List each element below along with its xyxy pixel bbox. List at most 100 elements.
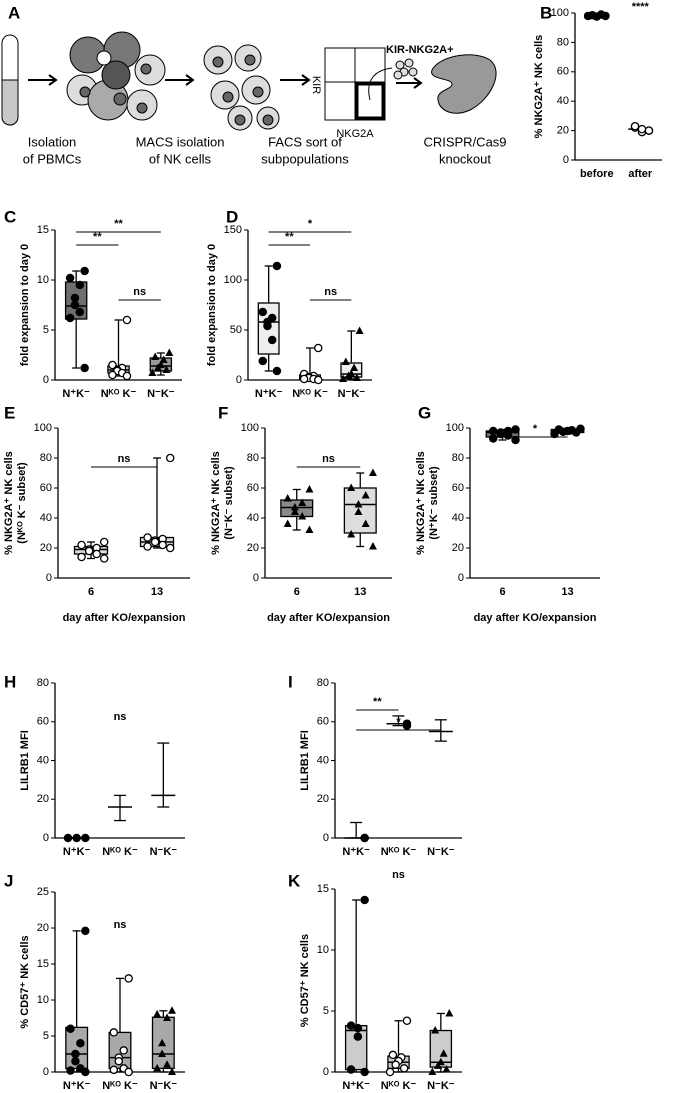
data-point bbox=[165, 348, 174, 356]
y-tick-label: 60 bbox=[40, 482, 52, 494]
significance-label: ns bbox=[133, 286, 146, 298]
y-tick-label: 20 bbox=[247, 542, 259, 554]
data-point bbox=[431, 1026, 440, 1034]
data-point bbox=[263, 321, 272, 331]
y-tick-label: 10 bbox=[37, 274, 49, 286]
data-point bbox=[442, 1065, 451, 1073]
data-point bbox=[428, 1067, 437, 1075]
significance-label: * bbox=[308, 218, 313, 230]
data-point bbox=[80, 266, 89, 276]
y-axis-title: LILRB1 MFI bbox=[19, 730, 31, 791]
step-caption: MACS isolation bbox=[136, 134, 225, 149]
data-point bbox=[344, 371, 353, 379]
data-point bbox=[150, 537, 160, 547]
x-tick-label: N⁺K⁻ bbox=[62, 388, 90, 400]
chart-panel: G 0 20 40 60 80 100 % NKG2A⁺ NK cells (N⁺K⁻ subs… bbox=[415, 403, 600, 624]
data-point bbox=[439, 1049, 448, 1057]
y-axis-title: % NKG2A⁺ NK cells bbox=[3, 451, 15, 555]
y-tick-label: 20 bbox=[557, 125, 569, 137]
data-point bbox=[402, 1016, 412, 1026]
data-point bbox=[70, 300, 80, 310]
data-point bbox=[361, 519, 370, 527]
y-tick-label: 60 bbox=[37, 716, 49, 728]
y-tick-label: 40 bbox=[317, 754, 329, 766]
data-point bbox=[153, 1009, 162, 1018]
arrow bbox=[28, 74, 58, 86]
data-point bbox=[488, 434, 498, 443]
significance-label: **** bbox=[632, 1, 650, 13]
tube-fill bbox=[1, 79, 19, 126]
y-tick-label: 25 bbox=[37, 886, 49, 898]
data-point bbox=[353, 1023, 363, 1033]
step-caption: CRISPR/Cas9 bbox=[423, 134, 506, 149]
data-point bbox=[511, 425, 520, 434]
y-tick-label: 80 bbox=[247, 452, 259, 464]
data-point bbox=[81, 926, 90, 936]
x-tick-label: N⁺K⁻ bbox=[255, 388, 283, 400]
data-point bbox=[165, 543, 175, 553]
chart-panel: E 0 20 40 60 80 100 % NKG2A⁺ NK cells (Nᴷᴼ K⁻ su… bbox=[3, 403, 190, 624]
x-tick-label: N⁺K⁻ bbox=[342, 1080, 370, 1092]
y-axis-title: (N⁺K⁻ subset) bbox=[428, 466, 440, 540]
data-point bbox=[298, 498, 307, 506]
y-tick-label: 0 bbox=[253, 572, 259, 584]
y-tick-label: 0 bbox=[46, 572, 52, 584]
box bbox=[344, 1024, 368, 1071]
data-point bbox=[314, 375, 323, 385]
data-point bbox=[109, 1028, 119, 1037]
data-point bbox=[445, 1008, 454, 1017]
data-point bbox=[350, 363, 359, 371]
y-tick-label: 0 bbox=[323, 832, 329, 844]
panel-letter: C bbox=[4, 207, 16, 226]
significance-label: ns bbox=[114, 919, 127, 931]
y-tick-label: 5 bbox=[43, 324, 49, 336]
x-tick-label: N⁻K⁻ bbox=[150, 846, 178, 858]
data-point bbox=[550, 429, 559, 439]
data-point bbox=[151, 352, 160, 360]
data-point bbox=[159, 355, 168, 363]
significance-label: ** bbox=[93, 231, 102, 243]
arrow bbox=[165, 74, 195, 86]
y-axis-title: (Nᴷᴼ K⁻ subset) bbox=[16, 462, 28, 544]
y-axis-title: fold expansion to day 0 bbox=[206, 244, 218, 366]
x-tick-label: N⁻K⁻ bbox=[427, 846, 455, 858]
data-point bbox=[114, 1056, 124, 1066]
data-point bbox=[75, 307, 85, 317]
y-axis-title: % CD57⁺ NK cells bbox=[299, 934, 311, 1027]
x-tick-label: 6 bbox=[499, 586, 505, 598]
data-point bbox=[81, 1067, 90, 1077]
x-tick-label: Nᴷᴼ K⁻ bbox=[381, 1080, 417, 1092]
data-point bbox=[99, 537, 109, 547]
y-axis-title: fold expansion to day 0 bbox=[19, 244, 31, 366]
y-tick-label: 40 bbox=[37, 754, 49, 766]
data-point bbox=[108, 370, 117, 380]
x-tick-label: after bbox=[628, 168, 653, 180]
data-point bbox=[71, 1056, 80, 1066]
panel-letter: A bbox=[8, 3, 20, 22]
data-point bbox=[124, 974, 133, 983]
data-point bbox=[77, 540, 86, 550]
data-point bbox=[76, 1038, 85, 1048]
data-point bbox=[339, 374, 348, 382]
data-point bbox=[66, 1066, 75, 1075]
x-tick-label: 13 bbox=[151, 586, 163, 598]
x-tick-label: Nᴷᴼ K⁻ bbox=[102, 1080, 138, 1092]
y-tick-label: 100 bbox=[551, 7, 569, 19]
y-tick-label: 80 bbox=[317, 677, 329, 689]
gate-x-label: NKG2A bbox=[336, 128, 374, 140]
data-point bbox=[122, 371, 132, 381]
chart-panel: B 0 20 40 60 80 100 % NKG2A⁺ NK cells before afte… bbox=[533, 1, 662, 180]
step-caption: knockout bbox=[439, 151, 491, 166]
chart-panel: C 0 5 10 15 fold expansion to day 0 N⁺K⁻ Nᴷᴼ K⁻… bbox=[4, 207, 182, 400]
data-point bbox=[70, 293, 80, 303]
y-tick-label: 20 bbox=[317, 793, 329, 805]
data-point bbox=[148, 368, 157, 376]
y-tick-label: 0 bbox=[43, 374, 49, 386]
significance-label: * bbox=[533, 423, 538, 435]
y-tick-label: 0 bbox=[43, 832, 49, 844]
y-axis-title: % NKG2A⁺ NK cells bbox=[210, 451, 222, 555]
y-tick-label: 80 bbox=[37, 677, 49, 689]
data-point bbox=[314, 343, 323, 353]
data-point bbox=[347, 530, 356, 538]
